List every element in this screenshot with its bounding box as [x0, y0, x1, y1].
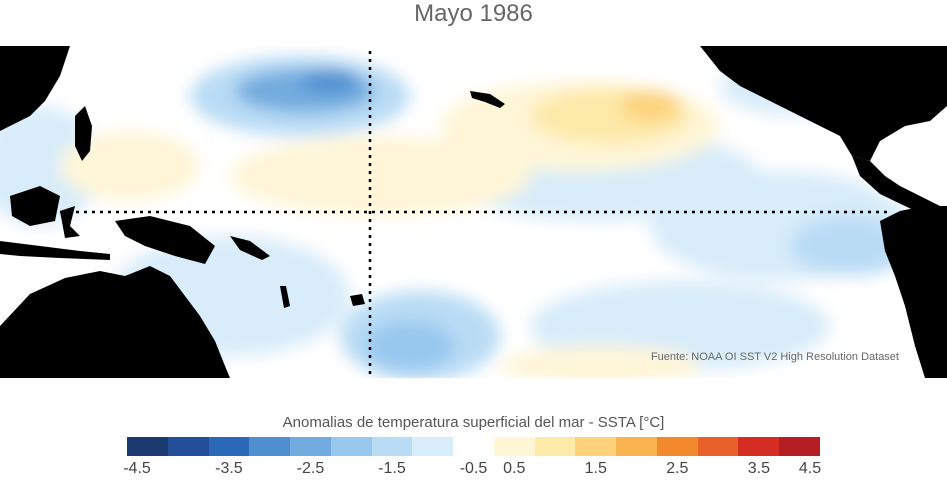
land-masses	[0, 46, 947, 378]
borneo-land	[10, 186, 60, 226]
colorbar-swatch	[208, 437, 250, 456]
map-title: Mayo 1986	[414, 0, 533, 27]
colorbar-swatch	[330, 437, 372, 456]
solomon-islands	[230, 236, 270, 260]
colorbar-tick-label: -2.5	[296, 460, 325, 477]
sulawesi-land	[60, 206, 80, 238]
cold-patch-south-core	[365, 321, 455, 371]
colorbar-tick-label: 1.5	[584, 460, 607, 477]
asia-northwest-land	[0, 46, 70, 131]
warm-patch-west	[60, 131, 200, 201]
australia-land	[0, 266, 230, 378]
colorbar-swatch	[738, 437, 780, 456]
warm-patch-south	[500, 346, 700, 378]
colorbar-title: Anomalias de temperatura superficial del…	[282, 414, 665, 431]
colorbar-swatch	[779, 437, 821, 456]
warm-patch-north-strong	[620, 91, 680, 121]
data-source-label: Fuente: NOAA OI SST V2 High Resolution D…	[650, 351, 899, 363]
colorbar-swatch	[412, 437, 454, 456]
colorbar-tick-label: 3.5	[747, 460, 770, 477]
colorbar-tick-label: 0.5	[503, 460, 526, 477]
indonesia-islands	[0, 241, 110, 260]
colorbar-swatch	[249, 437, 291, 456]
colorbar-swatch	[616, 437, 657, 456]
colorbar-swatch	[371, 437, 413, 456]
fiji-islands	[350, 294, 365, 306]
colorbar-tick-label: -1.5	[378, 460, 406, 477]
philippines-land	[75, 106, 92, 161]
colorbar-swatch	[493, 437, 535, 456]
colorbar-swatch	[534, 437, 576, 456]
colorbar-swatch	[575, 437, 617, 456]
ssta-map	[0, 46, 947, 378]
hawaii-islands	[470, 91, 505, 108]
colorbar-tick-label: 4.5	[798, 460, 822, 477]
south-america-land	[880, 206, 947, 378]
colorbar-tick-label: -3.5	[215, 460, 243, 477]
central-america-land	[852, 156, 947, 218]
cold-patch-east-core	[790, 216, 910, 276]
caribbean-islands	[880, 98, 940, 110]
warm-patch-central	[230, 136, 530, 216]
colorbar-swatch	[167, 437, 209, 456]
colorbar-swatch	[290, 437, 331, 456]
colorbar-tick-label: 2.5	[666, 460, 689, 477]
colorbar-tick-label: -0.5	[459, 460, 488, 477]
new-guinea-land	[115, 216, 215, 264]
colorbar-swatch	[127, 437, 168, 456]
colorbar	[127, 437, 821, 456]
colorbar-tick-label: -4.5	[123, 460, 151, 477]
vanuatu-islands	[280, 286, 290, 308]
colorbar-swatch	[656, 437, 698, 456]
north-america-land	[700, 46, 947, 161]
colorbar-swatch	[697, 437, 739, 456]
colorbar-ticks: -4.5 -3.5 -2.5 -1.5 -0.5 0.5 1.5 2.5 3.5 4.5	[0, 460, 947, 480]
colorbar-swatch	[453, 437, 494, 456]
cold-patch-north-strong	[300, 69, 360, 93]
